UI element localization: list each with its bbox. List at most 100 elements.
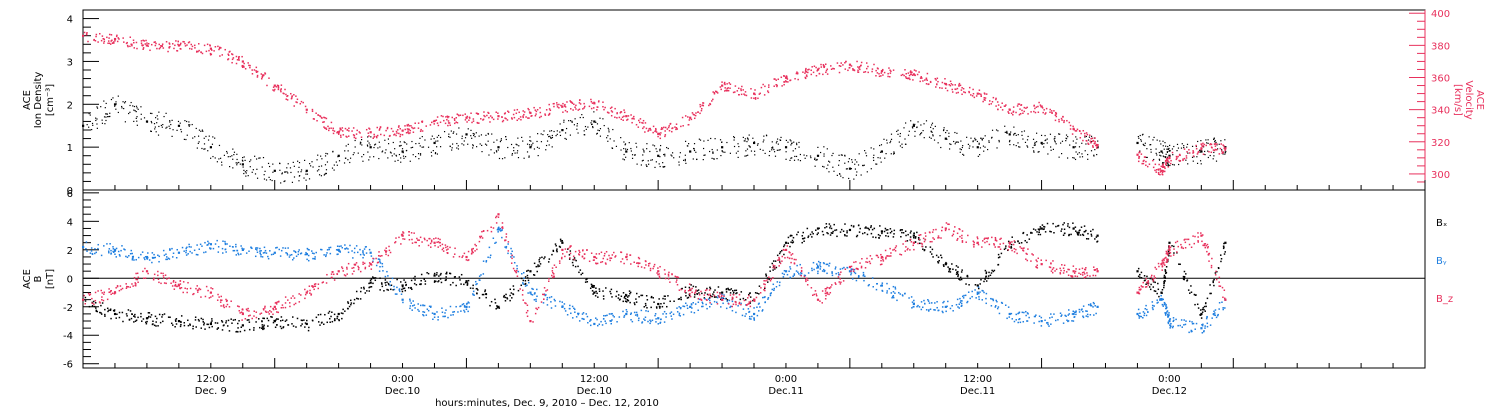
by-sample — [773, 289, 775, 292]
velocity-sample — [759, 92, 761, 95]
velocity-sample — [1163, 170, 1166, 173]
bx-sample — [611, 296, 613, 298]
bx-sample — [380, 282, 383, 284]
ion-density-sample — [242, 156, 244, 159]
ion-density-sample — [917, 121, 919, 123]
ion-density-sample — [1224, 153, 1226, 155]
bx-sample — [248, 319, 250, 321]
by-sample — [943, 300, 945, 303]
by-sample — [117, 250, 120, 253]
ion-density-sample — [596, 123, 599, 125]
ion-density-sample — [662, 166, 664, 168]
velocity-sample — [472, 120, 475, 122]
velocity-sample — [407, 131, 409, 134]
bx-sample — [872, 236, 874, 238]
velocity-sample — [412, 131, 415, 133]
ion-density-sample — [961, 146, 963, 149]
bx-sample — [807, 236, 809, 239]
ion-density-sample — [434, 152, 437, 154]
bx-sample — [1003, 248, 1006, 251]
velocity-sample — [408, 125, 410, 127]
velocity-sample — [944, 87, 947, 89]
velocity-sample — [1211, 147, 1213, 149]
by-sample — [387, 275, 389, 277]
by-sample — [1018, 318, 1020, 321]
bx-sample — [1163, 279, 1166, 282]
bx-sample — [610, 292, 612, 295]
bx-sample — [568, 254, 571, 256]
ion-density-sample — [795, 155, 798, 158]
bx-sample — [390, 284, 393, 287]
bx-sample — [1020, 242, 1023, 244]
bx-sample — [1068, 234, 1070, 237]
by-sample — [731, 300, 734, 303]
bx-sample — [539, 257, 541, 259]
bx-sample — [1201, 308, 1204, 311]
by-sample — [659, 321, 662, 324]
ion-density-sample — [1094, 149, 1096, 151]
velocity-sample — [1050, 110, 1053, 112]
by-sample — [1156, 302, 1158, 304]
bx-sample — [317, 314, 320, 316]
by-sample — [767, 298, 769, 300]
ion-density-sample — [773, 148, 775, 151]
top-right-ylabel-line2: Velocity — [1463, 80, 1474, 119]
velocity-sample — [729, 83, 732, 86]
ion-density-sample — [268, 176, 270, 178]
bx-sample — [412, 277, 415, 280]
bz-point — [1160, 263, 1163, 266]
bx-sample — [989, 274, 992, 277]
ion-density-sample — [516, 144, 518, 146]
bx-sample — [134, 313, 136, 316]
by-sample — [479, 279, 481, 282]
by-point — [1040, 320, 1043, 323]
ion-density-sample — [394, 148, 396, 150]
by-sample — [650, 320, 652, 323]
by-sample — [432, 318, 434, 321]
bx-sample — [579, 269, 582, 271]
by-sample — [888, 287, 891, 290]
bz-point — [657, 270, 660, 273]
velocity-sample — [322, 121, 324, 124]
by-sample — [626, 310, 628, 313]
ion-density-sample — [763, 135, 765, 137]
ion-density-sample — [485, 134, 487, 136]
by-sample — [1163, 303, 1166, 306]
velocity-sample — [553, 105, 555, 108]
bx-sample — [1152, 281, 1155, 283]
ion-density-sample — [932, 135, 934, 137]
by-sample — [961, 295, 964, 298]
velocity-sample — [1096, 145, 1098, 148]
by-sample — [693, 311, 696, 314]
by-sample — [600, 320, 602, 323]
bx-sample — [1095, 236, 1098, 238]
velocity-sample — [883, 71, 886, 74]
by-sample — [676, 307, 678, 309]
velocity-sample — [647, 130, 649, 132]
bx-sample — [167, 316, 170, 318]
ion-density-sample — [703, 154, 705, 156]
bx-sample — [347, 301, 349, 303]
bx-sample — [626, 296, 629, 298]
velocity-sample — [1215, 149, 1218, 151]
bx-sample — [1158, 295, 1160, 298]
by-sample — [793, 273, 796, 275]
by-sample — [1202, 323, 1204, 326]
by-sample — [261, 256, 264, 258]
ion-density-sample — [693, 143, 696, 145]
velocity-sample — [339, 128, 341, 130]
ion-density-sample — [394, 160, 396, 162]
velocity-sample — [260, 73, 263, 75]
ion-density-sample — [664, 153, 666, 155]
bx-sample — [1043, 225, 1045, 228]
ion-density-sample — [320, 165, 323, 167]
ion-density-sample — [599, 128, 602, 130]
by-sample — [568, 307, 571, 310]
bx-sample — [572, 264, 574, 267]
velocity-sample — [924, 79, 926, 81]
top-left-tick-label: 0 — [67, 186, 73, 197]
by-sample — [819, 264, 821, 266]
velocity-sample — [188, 41, 191, 43]
velocity-sample — [995, 97, 997, 100]
ion-density-sample — [123, 102, 126, 104]
